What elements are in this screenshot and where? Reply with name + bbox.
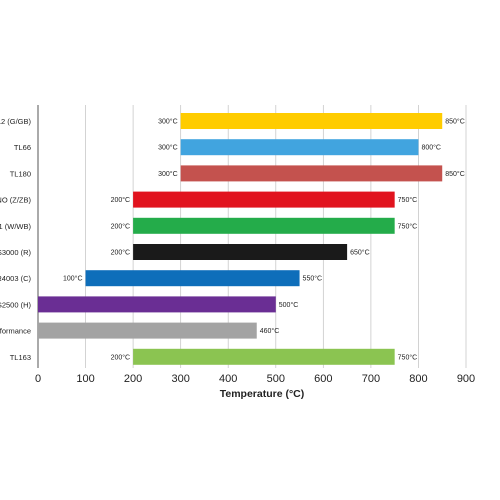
bar-7 — [85, 270, 300, 287]
bar-start-label: 300°C — [158, 118, 178, 126]
bar-start-label: 100°C — [63, 275, 83, 283]
bars-group — [38, 113, 443, 365]
x-tick-label: 400 — [219, 373, 237, 385]
data-labels: 300°C 850°C 300°C 800°C 300°C 850°C 200°C 750°C… — [63, 118, 465, 362]
x-tick-label: 200 — [124, 373, 142, 385]
category-label: formance — [0, 327, 31, 336]
x-axis-title: Temperature (°C) — [220, 388, 305, 400]
bar-start-label: 300°C — [158, 170, 178, 178]
bar-start-label: 200°C — [111, 222, 131, 230]
x-tick-label: 800 — [409, 373, 427, 385]
bar-1 — [180, 113, 443, 129]
bar-4 — [133, 191, 395, 208]
bar-10 — [133, 348, 395, 365]
x-tick-label: 0 — [35, 373, 41, 385]
category-label: TL180 — [10, 169, 31, 178]
bar-end-label: 750°C — [398, 353, 418, 361]
bar-6 — [133, 244, 348, 260]
bar-end-label: 850°C — [445, 170, 465, 178]
category-label: S3000 (R) — [0, 248, 31, 257]
x-tick-label: 100 — [76, 373, 94, 385]
category-label: TL66 — [14, 143, 31, 152]
bar-start-label: 200°C — [111, 249, 131, 257]
category-label: S2500 (H) — [0, 300, 31, 309]
category-label: 12 (G/GB) — [0, 117, 31, 126]
bar-end-label: 500°C — [279, 301, 299, 309]
category-label: NO (Z/ZB) — [0, 196, 32, 205]
bar-3 — [180, 165, 443, 182]
bar-2 — [180, 139, 419, 156]
bar-end-label: 750°C — [398, 222, 418, 230]
bar-end-label: 850°C — [445, 118, 465, 126]
category-label: 1 (W/WB) — [0, 222, 31, 231]
bar-start-label: 200°C — [111, 196, 131, 204]
x-tick-labels: 0 100 200 300 400 500 600 700 800 900 — [35, 373, 475, 385]
bar-start-label: 300°C — [158, 144, 178, 152]
category-label: TL163 — [10, 353, 31, 362]
x-tick-label: 700 — [362, 373, 380, 385]
bar-9 — [38, 322, 257, 339]
bar-end-label: 650°C — [350, 249, 370, 257]
x-tick-label: 900 — [457, 373, 475, 385]
x-tick-label: 300 — [171, 373, 189, 385]
bar-start-label: 200°C — [111, 353, 131, 361]
x-tick-label: 500 — [267, 373, 285, 385]
bar-5 — [133, 217, 395, 234]
bar-end-label: 550°C — [303, 275, 323, 283]
category-labels: 12 (G/GB) TL66 TL180 NO (Z/ZB) 1 (W/WB) S3000… — [0, 117, 32, 362]
bar-end-label: 750°C — [398, 196, 418, 204]
bar-end-label: 800°C — [421, 144, 441, 152]
x-tick-label: 600 — [314, 373, 332, 385]
bar-8 — [38, 296, 276, 313]
bar-end-label: 460°C — [260, 327, 280, 335]
category-label: R4003 (C) — [0, 274, 31, 283]
